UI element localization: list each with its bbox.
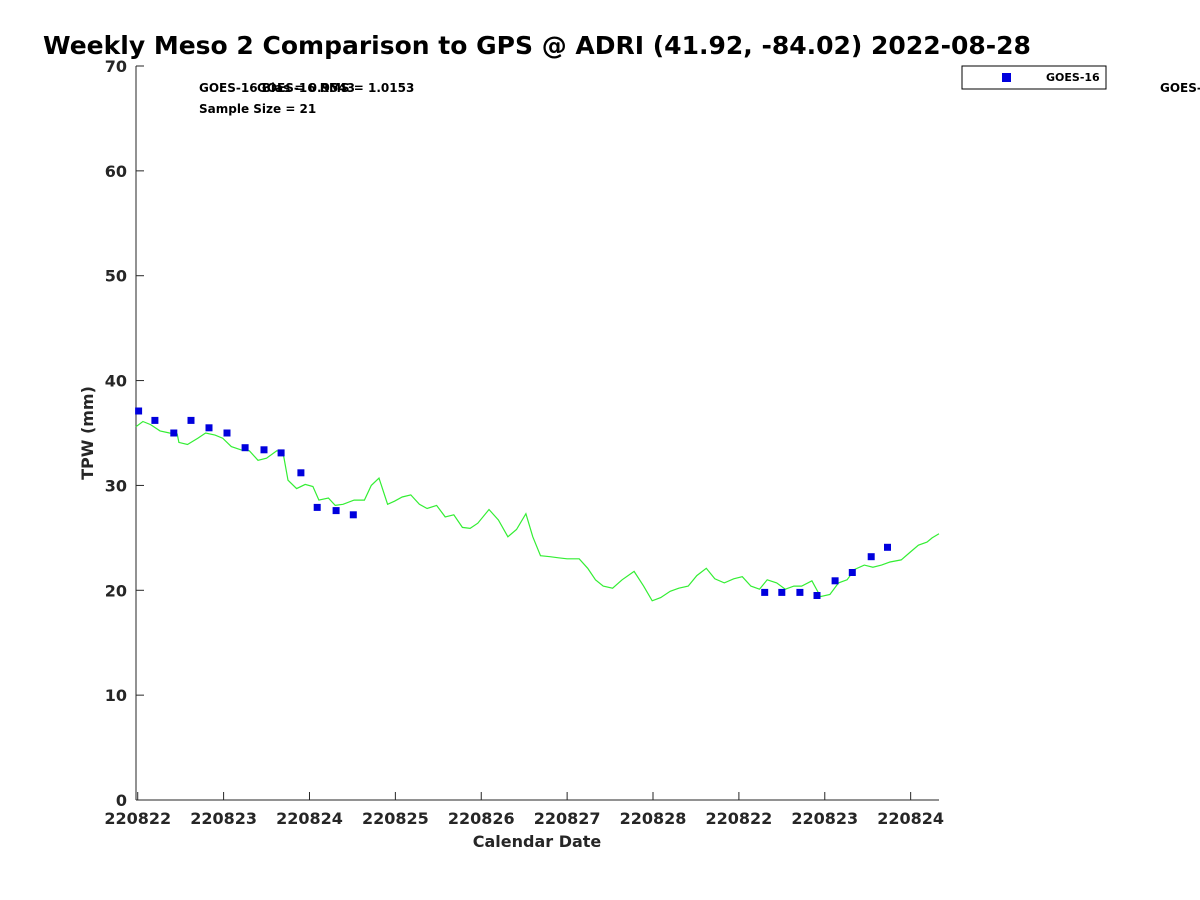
- goes-16-point: [135, 407, 143, 415]
- goes-16-point: [297, 469, 305, 477]
- x-tick-label: 220824: [276, 809, 343, 828]
- goes-16-point: [796, 588, 804, 596]
- legend-marker-goes-16: [1002, 73, 1011, 82]
- goes-16-point: [761, 588, 769, 596]
- gps-tpw-line: [135, 420, 940, 602]
- x-tick-label: 220827: [534, 809, 601, 828]
- goes-16-point: [831, 577, 839, 585]
- x-tick-label: 220824: [877, 809, 944, 828]
- stat-sample-size: Sample Size = 21: [199, 102, 316, 116]
- goes-16-point: [884, 543, 891, 551]
- y-tick-label: 30: [105, 476, 127, 495]
- goes-16-point: [332, 507, 340, 515]
- y-tick-label: 10: [105, 686, 127, 705]
- chart-title: Weekly Meso 2 Comparison to GPS @ ADRI (…: [43, 31, 1031, 60]
- goes-16-point: [205, 424, 213, 432]
- legend-label-goes-16: GOES-16: [1046, 71, 1100, 84]
- series-line: [135, 420, 940, 602]
- legend: GOES-16: [961, 65, 1107, 90]
- axes: 0 10 20 30 40 50 60 70 220822 220823 220824 220825 2…: [104, 57, 944, 828]
- goes-16-point: [187, 416, 195, 424]
- x-tick-label: 220822: [104, 809, 171, 828]
- x-tick-label: 220826: [448, 809, 515, 828]
- goes-16-point: [778, 588, 786, 596]
- x-tick-label: 220823: [190, 809, 257, 828]
- stat-clipped: GOES-: [1160, 81, 1200, 95]
- goes-16-point: [170, 429, 178, 437]
- x-tick-label: 220825: [362, 809, 429, 828]
- goes-16-point: [260, 446, 268, 454]
- x-axis-label: Calendar Date: [473, 832, 602, 851]
- stat-bias: GOES-16 Bias = 0.9543: [199, 81, 355, 95]
- y-tick-label: 70: [105, 57, 127, 76]
- goes-16-point: [813, 592, 821, 599]
- x-tick-label: 220823: [791, 809, 858, 828]
- goes-16-point: [313, 503, 321, 511]
- y-tick-label: 50: [105, 267, 127, 286]
- goes-16-point: [223, 429, 231, 437]
- y-tick-label: 60: [105, 162, 127, 181]
- x-tick-label: 220822: [705, 809, 772, 828]
- goes-16-point: [277, 449, 285, 457]
- x-tick-label: 220828: [620, 809, 687, 828]
- legend-box: [961, 65, 1107, 90]
- y-tick-label: 20: [105, 581, 127, 600]
- y-tick-label: 40: [105, 372, 127, 391]
- goes-16-point: [848, 569, 856, 576]
- goes-16-point: [867, 553, 875, 561]
- series-points: [135, 407, 891, 599]
- y-axis-label: TPW (mm): [78, 386, 97, 480]
- y-tick-label: 0: [116, 791, 127, 810]
- goes-16-point: [349, 511, 357, 519]
- goes-16-point: [151, 416, 159, 424]
- goes-16-point: [241, 444, 249, 452]
- stat-rms: GOES-16 RMS = 1.0153: [257, 81, 414, 95]
